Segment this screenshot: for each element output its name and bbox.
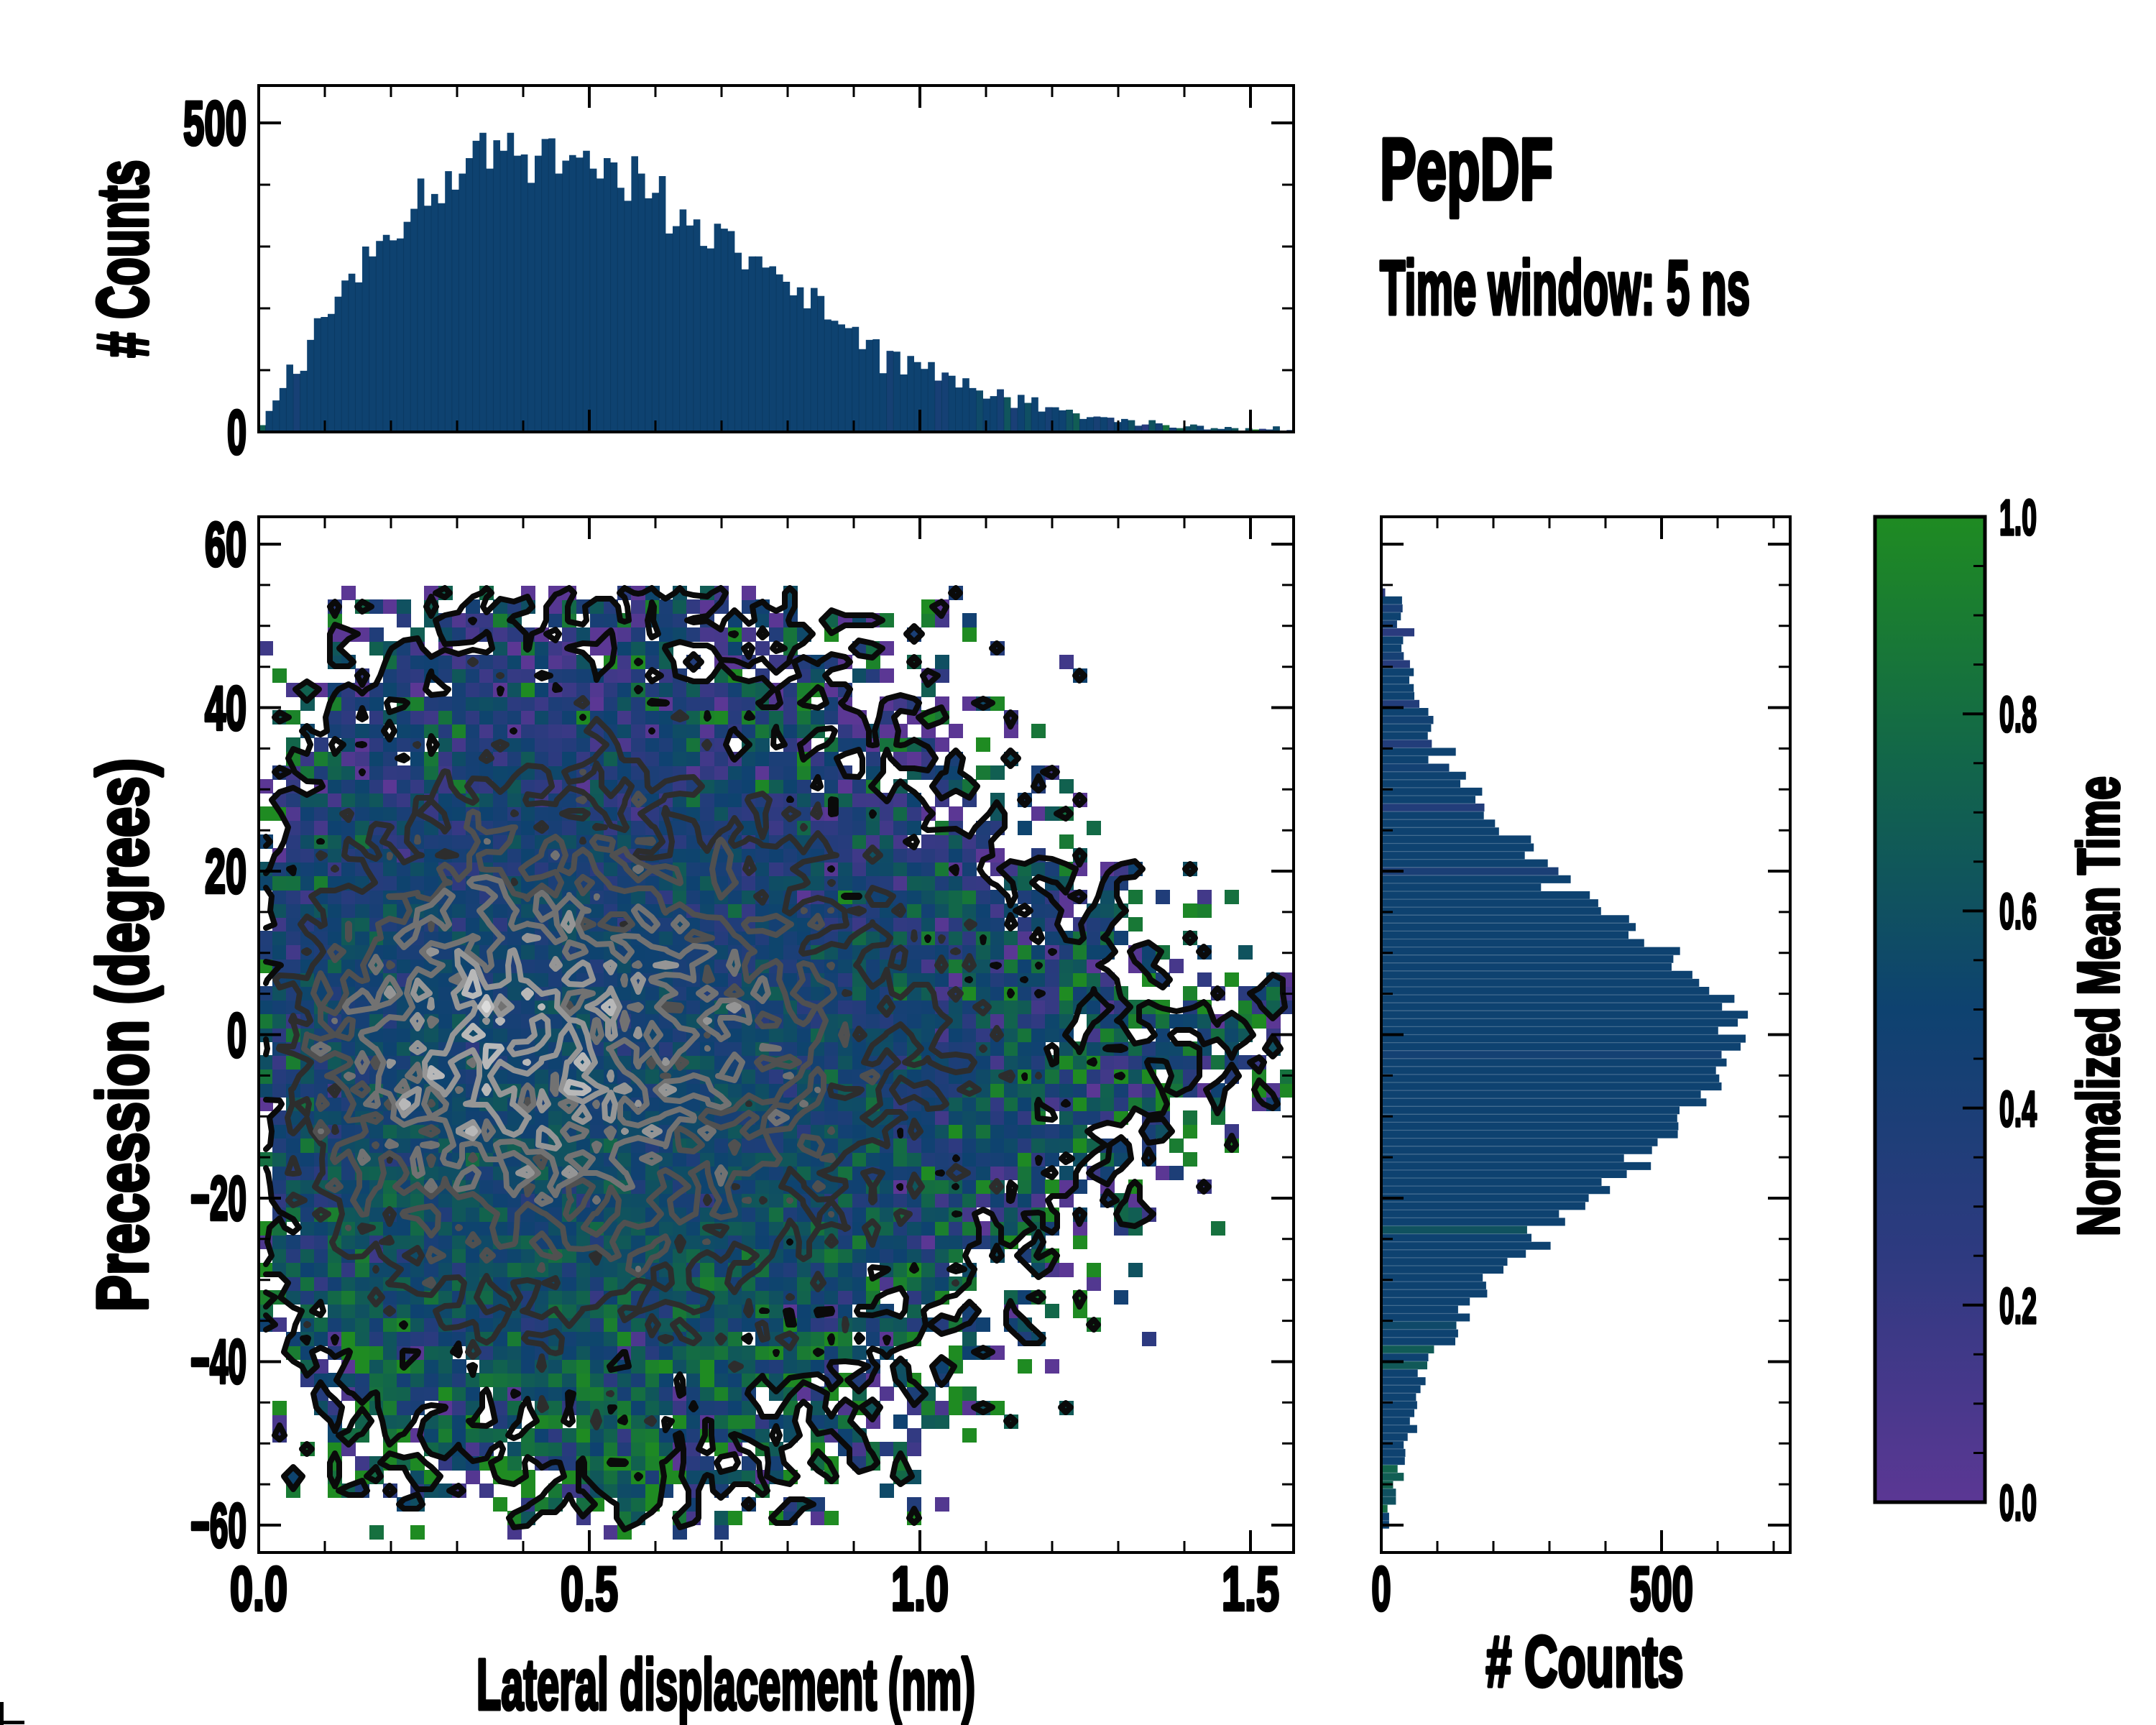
svg-text:0.0: 0.0 [230,1555,287,1624]
svg-text:PepDF: PepDF [1380,120,1553,218]
svg-text:0.4: 0.4 [1999,1081,2037,1137]
svg-text:60: 60 [205,510,247,579]
svg-text:−40: −40 [190,1328,247,1397]
svg-text:1.0: 1.0 [891,1555,949,1624]
svg-text:−60: −60 [190,1491,247,1560]
svg-text:Lateral displacement (nm): Lateral displacement (nm) [476,1644,975,1725]
svg-text:0.6: 0.6 [1999,883,2037,939]
svg-text:500: 500 [183,89,247,158]
svg-text:40: 40 [205,674,247,743]
svg-text:20: 20 [205,837,247,906]
svg-text:# Counts: # Counts [1486,1622,1684,1702]
svg-text:Precession (degrees): Precession (degrees) [83,758,163,1312]
svg-text:1.0: 1.0 [1999,489,2037,546]
svg-text:Normalized Mean Time: Normalized Mean Time [2066,776,2132,1236]
svg-text:1.5: 1.5 [1222,1555,1279,1624]
svg-text:# Counts: # Counts [83,160,163,358]
svg-text:0: 0 [227,1001,247,1070]
svg-text:Time window: 5 ns: Time window: 5 ns [1380,244,1750,331]
svg-text:0: 0 [227,398,247,467]
svg-text:0.8: 0.8 [1999,686,2037,742]
svg-text:0.0: 0.0 [1999,1475,2037,1531]
svg-text:−20: −20 [190,1164,247,1233]
svg-text:0.2: 0.2 [1999,1278,2037,1334]
svg-text:500: 500 [1630,1555,1693,1624]
svg-text:0: 0 [1372,1555,1391,1624]
svg-text:0.5: 0.5 [561,1555,618,1624]
